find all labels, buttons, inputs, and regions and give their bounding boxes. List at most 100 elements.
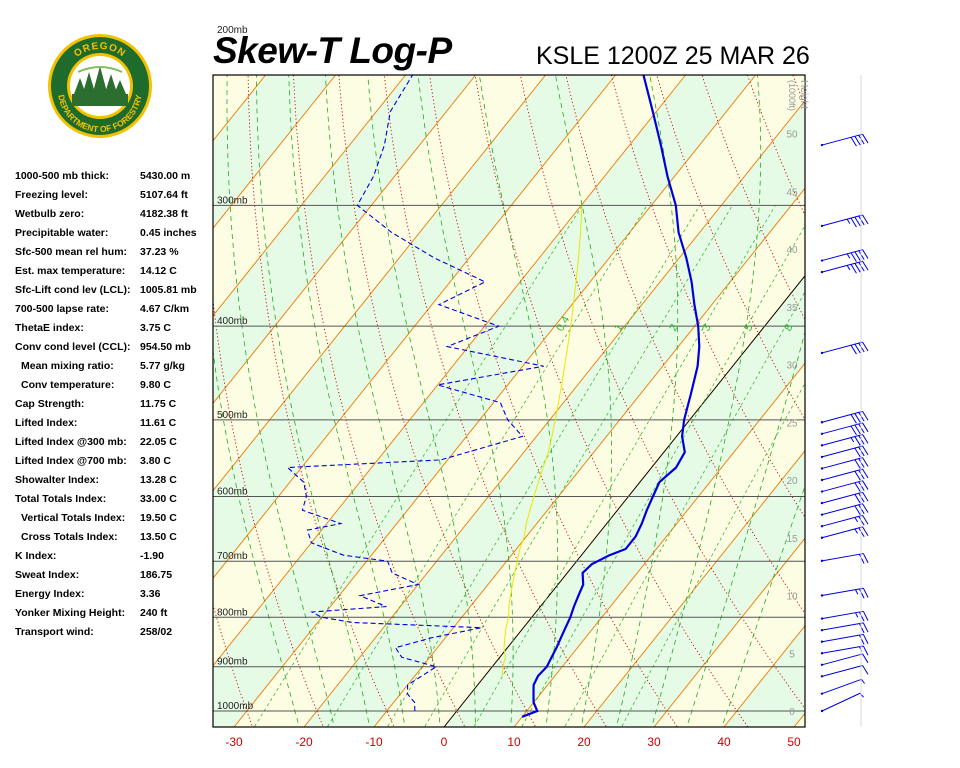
wind-barb-full <box>854 424 861 435</box>
mixing-ratio-line <box>521 225 805 727</box>
wind-barb-full <box>850 252 857 262</box>
wind-barb-base <box>820 444 824 447</box>
wind-barb-full <box>862 491 869 502</box>
wind-barb-full <box>854 216 861 227</box>
index-row: Precipitable water: 0.45 inches <box>15 225 215 244</box>
isotherm-band <box>213 75 756 727</box>
wind-barb-staff <box>821 610 864 620</box>
index-row: Energy Index: 3.36 <box>15 586 215 605</box>
wind-barb-base <box>820 640 824 643</box>
wind-barb-full <box>862 503 869 513</box>
index-value: 3.80 C <box>140 455 171 467</box>
index-label: K Index: <box>15 550 57 562</box>
index-value: 4182.38 ft <box>140 208 188 220</box>
wind-barb <box>820 553 869 564</box>
wind-barb-half <box>855 589 859 595</box>
mixing-ratio-label: 1 <box>612 322 625 333</box>
dry-adiabat-line <box>854 0 960 735</box>
index-row: Freezing level: 5107.64 ft <box>15 187 215 206</box>
mixing-ratio-line <box>424 205 733 727</box>
index-value: 19.50 C <box>140 512 177 524</box>
wind-barb <box>820 610 869 622</box>
wind-barb-staff <box>821 410 863 423</box>
index-row: Mean mixing ratio: 5.77 g/kg <box>15 358 215 377</box>
isotherm-line <box>934 75 960 727</box>
index-label: Conv cond level (CCL): <box>15 341 131 353</box>
height-tick-label: 45 <box>786 187 798 198</box>
index-row: Cap Strength: 11.75 C <box>15 396 215 415</box>
wind-barb-base <box>820 594 824 597</box>
index-value: 1005.81 mb <box>140 284 197 296</box>
pressure-label: 900mb <box>217 657 248 668</box>
height-tick-label: 15 <box>786 534 798 545</box>
wind-barb-full <box>854 470 861 481</box>
wind-barb <box>820 214 869 228</box>
wind-barb-base <box>820 259 824 262</box>
index-row: Yonker Mixing Height: 240 ft <box>15 605 215 624</box>
index-value: 5430.00 m <box>140 170 191 182</box>
index-label: Sweat Index: <box>15 569 80 581</box>
index-value: 0.45 inches <box>140 227 197 239</box>
moist-adiabat-line <box>417 75 514 727</box>
index-value: 9.80 C <box>140 379 171 391</box>
index-row: Est. max temperature: 14.12 C <box>15 263 215 282</box>
index-row: 700-500 lapse rate: 4.67 C/km <box>15 301 215 320</box>
wind-barb-half <box>846 253 851 259</box>
index-value: 3.75 C <box>140 322 171 334</box>
index-label: 700-500 lapse rate: <box>15 303 109 315</box>
wind-barb-base <box>820 224 824 228</box>
isotherm-line <box>213 75 616 579</box>
stability-indices-panel: 1000-500 mb thick: 5430.00 m Freezing leve… <box>15 168 215 643</box>
wind-barb-half <box>850 437 855 443</box>
index-label: Yonker Mixing Height: <box>15 607 126 619</box>
index-label: ThetaE index: <box>15 322 84 334</box>
moist-adiabat-line <box>324 75 441 727</box>
pressure-label: 800mb <box>217 607 248 618</box>
isotherm-line <box>864 75 960 727</box>
wind-barb-staff <box>821 678 862 695</box>
isotherm-line <box>213 75 336 229</box>
index-label: Lifted Index @300 mb: <box>15 436 127 448</box>
wind-barb-full <box>850 217 857 228</box>
index-value: 13.28 C <box>140 474 177 486</box>
wind-barb-full <box>862 515 869 525</box>
wind-barb-staff <box>821 526 863 539</box>
isotherm-line <box>513 362 805 727</box>
wind-barb-full <box>862 622 869 633</box>
index-value: 22.05 C <box>140 436 177 448</box>
wind-barb <box>820 653 869 666</box>
index-label: Lifted Index @700 mb: <box>15 455 127 467</box>
dry-adiabat-line <box>383 75 608 727</box>
wind-barb-full <box>854 343 861 354</box>
index-label: Precipitable water: <box>15 227 109 239</box>
wind-barb-full <box>850 425 857 436</box>
moist-adiabat-line <box>651 75 762 727</box>
wind-barb-full <box>862 260 869 271</box>
wind-barb-full <box>854 251 861 261</box>
index-label: Mean mixing ratio: <box>21 360 114 372</box>
moist-adiabat-line <box>555 75 612 727</box>
wind-barb-staff <box>821 633 864 643</box>
index-row: 1000-500 mb thick: 5430.00 m <box>15 168 215 187</box>
wind-barb-full <box>862 422 869 433</box>
isotherm-band <box>234 75 805 727</box>
wind-barb-full <box>850 264 857 274</box>
station-time-label: KSLE 1200Z 25 MAR 26 <box>536 42 810 70</box>
wind-barb-full <box>854 135 861 146</box>
index-label: Freezing level: <box>15 189 88 201</box>
wind-barb-base <box>820 455 824 459</box>
wind-barb-full <box>862 634 869 644</box>
wind-barb-staff <box>821 491 863 504</box>
wind-barb-full <box>858 611 865 622</box>
index-row: Sfc-500 mean rel hum: 37.23 % <box>15 244 215 263</box>
wind-barb-staff <box>821 653 863 666</box>
temperature-trace <box>521 75 701 718</box>
isotherm-line <box>213 75 406 317</box>
height-axis-unit: (1000ft) <box>787 80 797 111</box>
wind-barb-half <box>861 679 865 684</box>
wind-barb-full <box>854 482 861 492</box>
index-row: K Index: -1.90 <box>15 548 215 567</box>
wind-barb-full <box>850 344 857 355</box>
wind-barb-full <box>862 457 869 467</box>
temperature-tick-label: 30 <box>647 735 661 749</box>
